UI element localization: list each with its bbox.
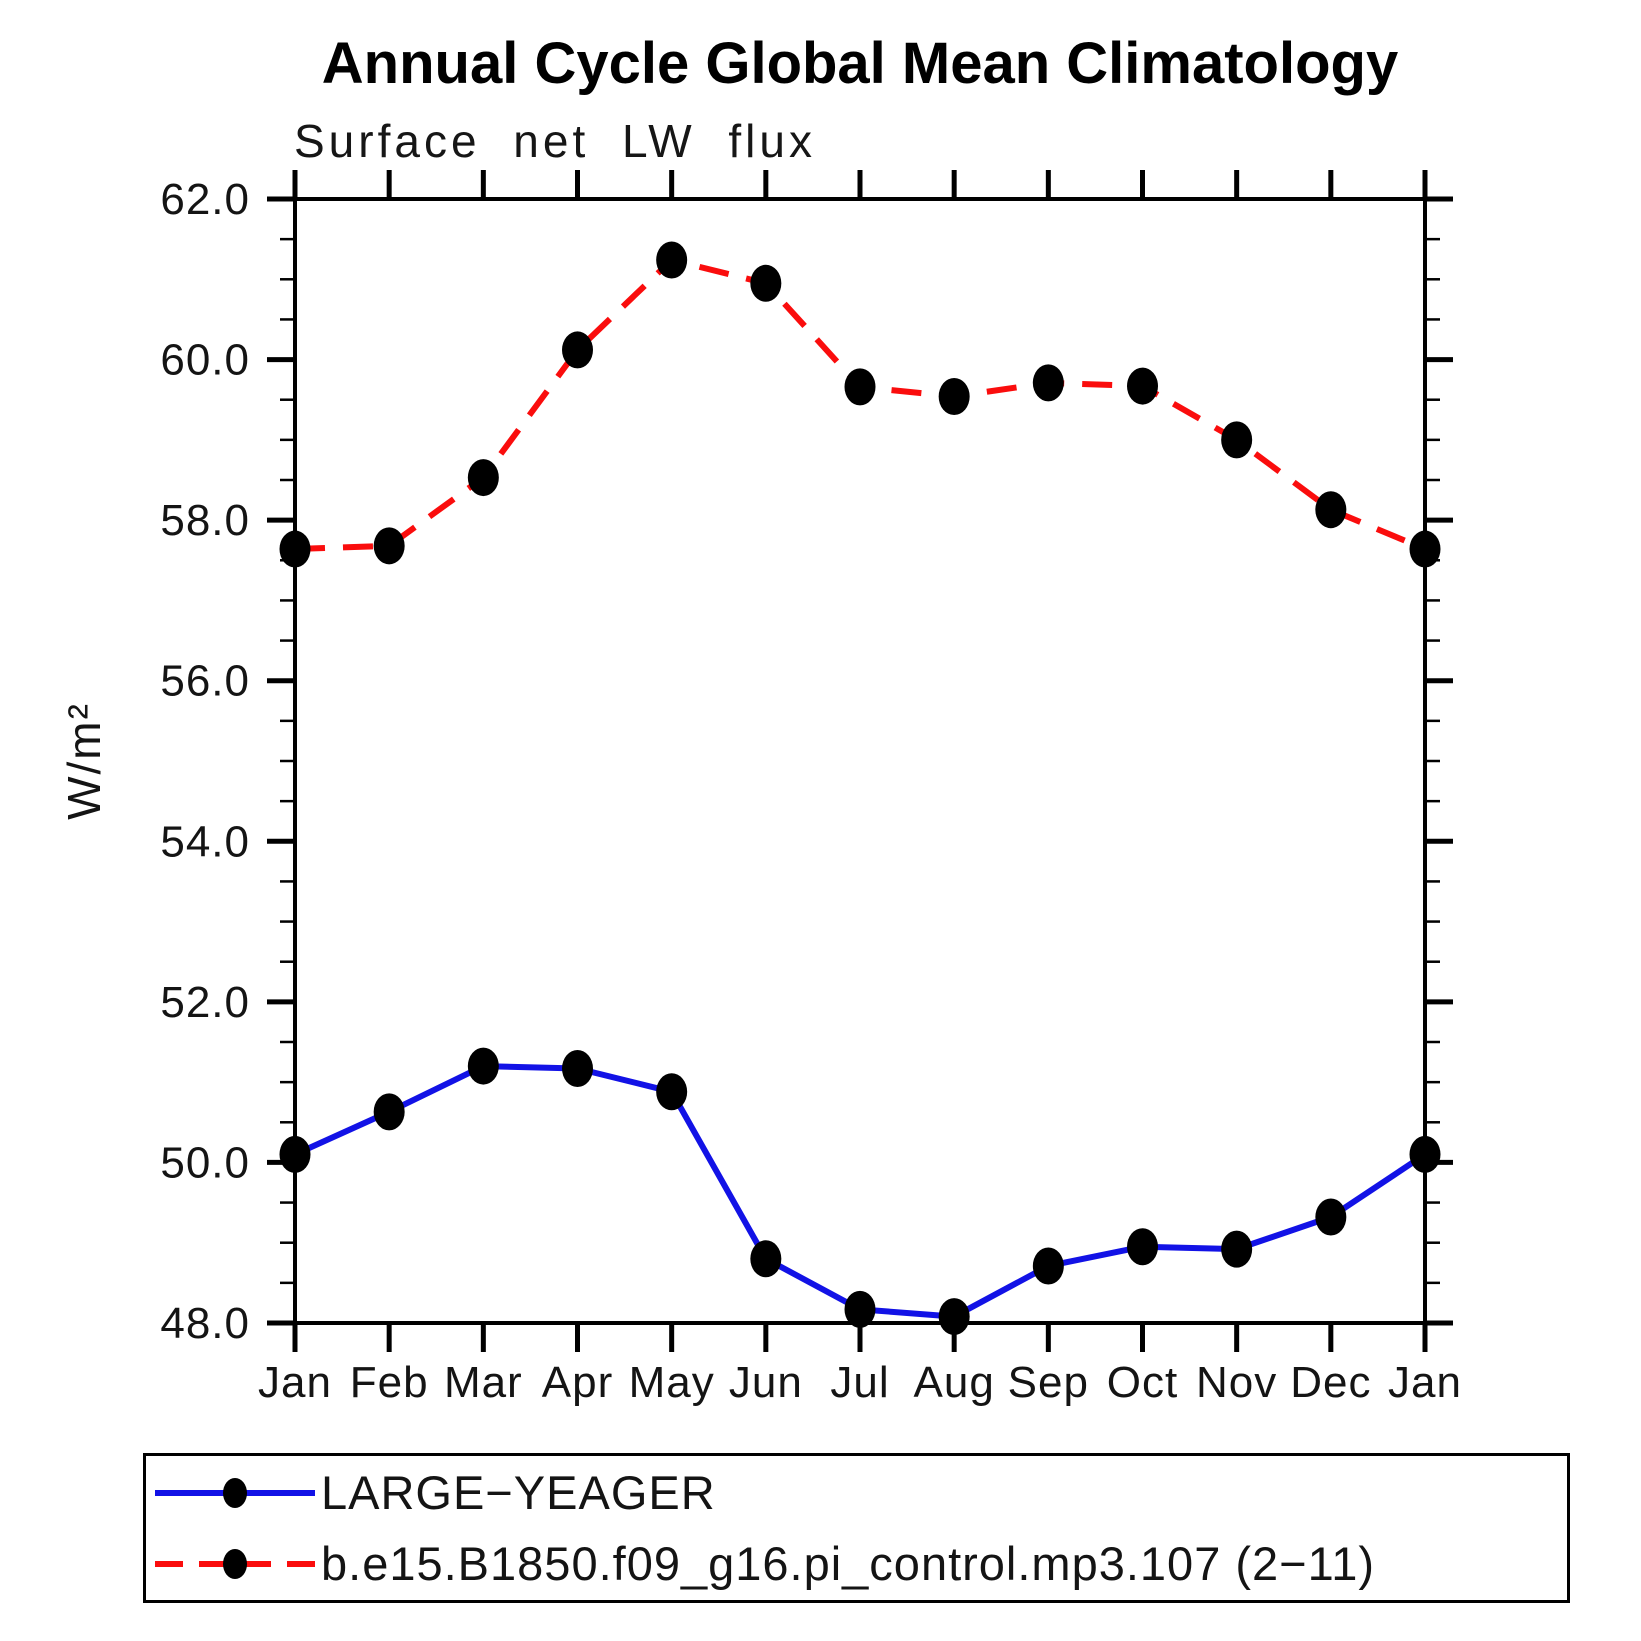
x-tick-label: Aug	[914, 1358, 995, 1407]
data-point-marker-0	[656, 1073, 688, 1111]
chart-title: Annual Cycle Global Mean Climatology	[321, 31, 1399, 96]
data-point-marker-0	[1221, 1230, 1253, 1268]
x-tick-label: Mar	[444, 1358, 523, 1407]
data-point-marker-1	[1032, 364, 1064, 402]
legend-entry-large-yeager: LARGE−YEAGER	[146, 1464, 1567, 1522]
data-point-marker-0	[279, 1135, 311, 1173]
data-point-marker-0	[844, 1290, 876, 1328]
y-tick-label: 58.0	[160, 496, 250, 545]
data-point-marker-0	[1127, 1228, 1158, 1266]
x-tick-label: Dec	[1290, 1358, 1371, 1407]
data-point-marker-0	[467, 1047, 499, 1085]
legend-label-large-yeager: LARGE−YEAGER	[321, 1466, 716, 1519]
data-point-marker-1	[1315, 491, 1347, 529]
chart-subtitle: Surface net LW flux	[294, 115, 816, 167]
legend-line-solid-sample	[155, 1477, 315, 1508]
series-line-0	[293, 1063, 1427, 1320]
y-tick-label: 62.0	[160, 175, 250, 224]
legend-marker-dot	[223, 1548, 247, 1579]
data-point-marker-0	[1315, 1198, 1347, 1236]
x-tick-label: Jan	[258, 1358, 332, 1407]
x-tick-label: May	[629, 1358, 715, 1407]
data-point-marker-1	[373, 527, 405, 565]
data-point-marker-0	[1409, 1135, 1441, 1173]
y-tick-label: 56.0	[160, 657, 250, 706]
x-tick-label: Nov	[1196, 1358, 1277, 1407]
x-tick-label: Jun	[729, 1358, 803, 1407]
x-tick-label: Jul	[830, 1358, 889, 1407]
y-axis-label: W/m²	[58, 702, 110, 820]
data-point-marker-1	[467, 459, 499, 497]
data-point-marker-1	[279, 530, 311, 568]
x-tick-label: Jan	[1388, 1358, 1462, 1407]
legend-marker-dot	[223, 1477, 247, 1508]
legend-entry-model-run: b.e15.B1850.f09_g16.pi_control.mp3.107 (…	[146, 1535, 1567, 1593]
data-point-marker-1	[1409, 530, 1441, 568]
data-point-marker-1	[656, 241, 688, 279]
data-point-marker-1	[1221, 421, 1253, 459]
legend-label-model-run: b.e15.B1850.f09_g16.pi_control.mp3.107 (…	[321, 1537, 1376, 1590]
x-tick-label: Apr	[542, 1358, 613, 1407]
data-point-marker-0	[373, 1093, 405, 1131]
legend-box: LARGE−YEAGER b.e15.B1850.f09_g16.pi_cont…	[143, 1453, 1570, 1603]
x-tick-label: Sep	[1008, 1358, 1089, 1407]
data-point-marker-1	[562, 331, 593, 369]
y-tick-label: 50.0	[160, 1138, 250, 1187]
data-point-marker-0	[1032, 1247, 1064, 1285]
y-tick-label: 52.0	[160, 978, 250, 1027]
plot-frame	[293, 197, 1427, 1325]
legend-line-dashed-sample	[155, 1548, 315, 1579]
data-point-marker-0	[750, 1240, 782, 1278]
x-tick-label: Feb	[350, 1358, 429, 1407]
data-point-marker-1	[1127, 367, 1158, 405]
y-tick-label: 54.0	[160, 817, 250, 866]
y-tick-label: 48.0	[160, 1299, 250, 1348]
y-tick-label: 60.0	[160, 336, 250, 385]
data-point-marker-0	[562, 1049, 593, 1087]
data-point-marker-1	[844, 368, 876, 406]
data-point-marker-1	[938, 378, 970, 416]
data-point-marker-0	[938, 1298, 970, 1336]
data-point-marker-1	[750, 264, 782, 302]
x-tick-label: Oct	[1107, 1358, 1178, 1407]
